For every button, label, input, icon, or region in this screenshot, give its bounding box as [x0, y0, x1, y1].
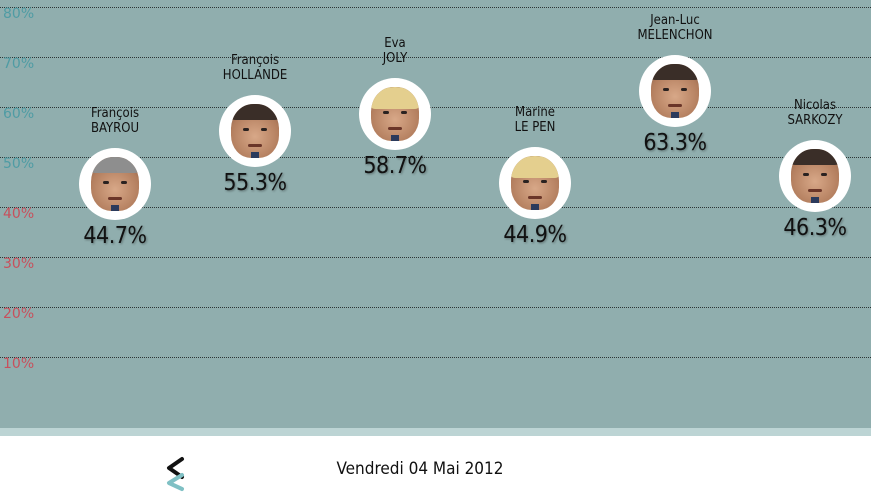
candidate-last-name: SARKOZY — [787, 112, 843, 128]
y-tick-label: 20% — [3, 306, 35, 322]
candidate-value-label: 44.7% — [83, 222, 147, 249]
candidate-value-label: 55.3% — [223, 169, 287, 196]
y-tick-label: 70% — [3, 56, 35, 72]
joly-portrait-icon — [359, 77, 431, 150]
bayrou-portrait-icon — [79, 147, 151, 220]
y-tick-label: 80% — [3, 6, 35, 22]
candidate-marker[interactable]: Eva JOLY 58.7% — [335, 36, 455, 236]
chevron-left-icon — [167, 457, 184, 491]
candidate-last-name: HOLLANDE — [222, 67, 288, 83]
melenchon-portrait-icon — [639, 54, 711, 127]
current-date-label: Vendredi 04 Mai 2012 — [336, 459, 504, 479]
y-tick-label: 50% — [3, 156, 35, 172]
candidate-first-name: Nicolas — [793, 97, 837, 113]
gridline — [0, 257, 871, 258]
candidate-first-name: Marine — [515, 104, 555, 120]
sarkozy-portrait-icon — [779, 139, 851, 212]
y-tick-label: 40% — [3, 206, 35, 222]
previous-date-button[interactable] — [160, 455, 194, 493]
chart-area: 80% 70% 60% 50% 40% 30% 20% 10% François BAYROU 4… — [0, 0, 871, 428]
candidate-last-name: BAYROU — [90, 120, 140, 136]
candidate-last-name: MELENCHON — [637, 27, 713, 43]
candidate-last-name: JOLY — [382, 50, 408, 66]
gridline — [0, 107, 871, 108]
gridline — [0, 7, 871, 8]
gridline — [0, 57, 871, 58]
candidate-value-label: 63.3% — [643, 129, 707, 156]
le-pen-portrait-icon — [499, 146, 571, 219]
candidate-value-label: 44.9% — [503, 221, 567, 248]
candidate-value-label: 46.3% — [783, 214, 847, 241]
candidate-marker[interactable]: François BAYROU 44.7% — [55, 106, 175, 306]
y-tick-label: 60% — [3, 106, 35, 122]
gridline — [0, 357, 871, 358]
candidate-first-name: Jean-Luc — [650, 12, 700, 28]
hollande-portrait-icon — [219, 94, 291, 167]
candidate-last-name: LE PEN — [514, 119, 556, 135]
candidate-marker[interactable]: Jean-Luc MELENCHON 63.3% — [615, 13, 735, 213]
chart-bottom-strip — [0, 428, 871, 436]
candidate-first-name: François — [230, 52, 280, 68]
candidate-first-name: François — [90, 105, 140, 121]
y-tick-label: 30% — [3, 256, 35, 272]
candidate-value-label: 58.7% — [363, 152, 427, 179]
candidate-marker[interactable]: Marine LE PEN 44.9% — [475, 105, 595, 305]
gridline — [0, 157, 871, 158]
candidate-first-name: Eva — [384, 35, 406, 51]
candidate-marker[interactable]: Nicolas SARKOZY 46.3% — [755, 98, 871, 298]
candidate-marker[interactable]: François HOLLANDE 55.3% — [195, 53, 315, 253]
gridline — [0, 207, 871, 208]
y-tick-label: 10% — [3, 356, 35, 372]
gridline — [0, 307, 871, 308]
